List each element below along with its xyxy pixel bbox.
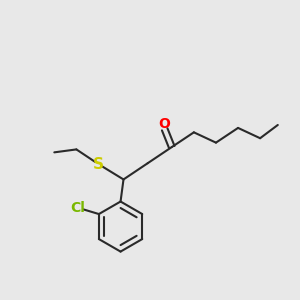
Text: O: O bbox=[158, 117, 170, 131]
Text: S: S bbox=[93, 157, 104, 172]
Text: Cl: Cl bbox=[70, 201, 86, 215]
